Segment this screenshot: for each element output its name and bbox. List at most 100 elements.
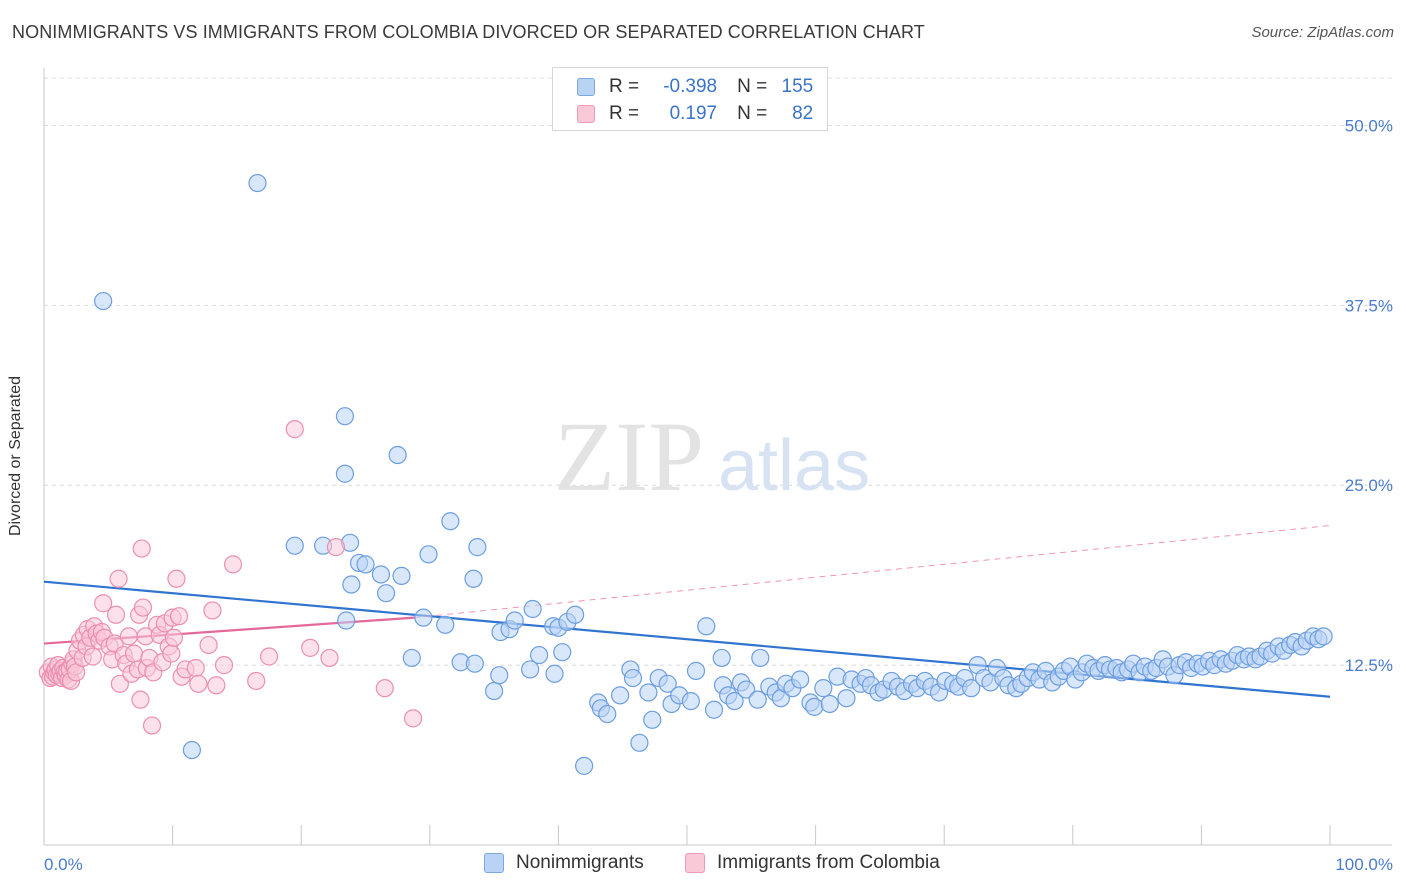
- immigrants-point: [119, 627, 138, 646]
- legend-r-value: 0.197: [669, 103, 718, 124]
- legend-n-value: 82: [792, 103, 814, 124]
- legend-r-value: -0.398: [663, 76, 718, 97]
- immigrants-point: [142, 716, 162, 735]
- nonimmigrants-point: [553, 643, 572, 662]
- nonimmigrants-point: [371, 565, 391, 584]
- nonimmigrants-points: [94, 173, 1333, 775]
- immigrants-point: [247, 671, 266, 691]
- immigrants-point: [199, 635, 218, 655]
- nonimmigrants-point: [643, 710, 662, 729]
- immigrants-point: [285, 420, 304, 439]
- watermark: ZIP atlas: [554, 401, 870, 512]
- immigrants-point: [133, 598, 153, 617]
- legend-item-immigrants: Immigrants from Colombia: [685, 852, 940, 874]
- nonimmigrants-point: [530, 645, 549, 665]
- nonimmigrants-point: [545, 664, 564, 683]
- immigrants-point: [167, 569, 186, 588]
- grid-lines: [44, 77, 1392, 666]
- legend-r-label: R =: [609, 76, 640, 97]
- nonimmigrants-point: [630, 733, 649, 752]
- nonimmigrants-point: [820, 694, 839, 714]
- immigrants-point: [375, 679, 394, 698]
- nonimmigrants-point: [751, 648, 770, 668]
- immigrants-point: [162, 644, 181, 663]
- chart-source: Source: ZipAtlas.com: [1251, 24, 1394, 41]
- immigrants-point: [326, 538, 346, 557]
- nonimmigrants-point: [342, 575, 361, 594]
- y-tick-label: 37.5%: [1345, 296, 1393, 315]
- nonimmigrants-point: [248, 173, 267, 193]
- nonimmigrants-point: [356, 555, 375, 574]
- nonimmigrants-point: [392, 566, 411, 586]
- nonimmigrants-point: [441, 512, 460, 531]
- nonimmigrants-point: [712, 648, 731, 668]
- immigrants-point: [320, 648, 339, 668]
- nonimmigrants-point: [639, 683, 658, 702]
- nonimmigrants-point: [523, 599, 542, 619]
- legend-swatch-pink: [685, 853, 705, 873]
- nonimmigrants-point: [704, 700, 724, 719]
- nonimmigrants-point: [376, 584, 396, 603]
- x-tick-label-max: 100.0%: [1335, 855, 1393, 874]
- immigrants-point: [132, 539, 151, 558]
- immigrants-point: [110, 674, 129, 693]
- chart-title: NONIMMIGRANTS VS IMMIGRANTS FROM COLOMBI…: [12, 22, 925, 42]
- legend-n-label: N =: [737, 76, 768, 97]
- immigrants-point: [301, 638, 320, 657]
- immigrants-points: [38, 420, 423, 735]
- correlation-legend: R = -0.398 N = 155 R = 0.197 N = 82: [552, 67, 828, 131]
- immigrants-point: [207, 676, 226, 695]
- nonimmigrants-point: [658, 674, 677, 693]
- nonimmigrants-point: [814, 679, 833, 698]
- nonimmigrants-point: [521, 660, 540, 679]
- nonimmigrants-point: [94, 291, 113, 311]
- y-tick-label: 50.0%: [1345, 116, 1393, 135]
- nonimmigrants-point: [697, 617, 716, 636]
- nonimmigrants-point: [468, 538, 487, 557]
- nonimmigrants-point: [505, 611, 524, 630]
- immigrants-point: [164, 628, 183, 647]
- nonimmigrants-point: [414, 608, 433, 627]
- nonimmigrants-point: [465, 654, 484, 673]
- legend-n-label: N =: [737, 103, 768, 124]
- immigrants-point: [124, 644, 144, 663]
- nonimmigrants-point: [182, 740, 201, 760]
- watermark-atlas: atlas: [718, 426, 870, 506]
- immigrants-point: [214, 656, 234, 675]
- nonimmigrants-point: [686, 661, 706, 680]
- legend-swatch-pink: [577, 105, 595, 123]
- nonimmigrants-point: [285, 536, 304, 555]
- nonimmigrants-point: [436, 615, 455, 634]
- nonimmigrants-point: [737, 680, 756, 699]
- immigrants-point: [131, 690, 150, 709]
- nonimmigrants-point: [419, 545, 438, 564]
- legend-swatch-blue: [484, 853, 504, 873]
- nonimmigrants-point: [725, 691, 744, 711]
- immigrants-point: [203, 601, 222, 620]
- legend-r-label: R =: [609, 103, 640, 124]
- nonimmigrants-point: [623, 668, 643, 688]
- legend-label-nonimmigrants: Nonimmigrants: [516, 852, 644, 873]
- immigrants-point: [403, 709, 423, 728]
- legend-item-nonimmigrants: Nonimmigrants: [484, 852, 644, 874]
- nonimmigrants-point: [490, 666, 509, 685]
- nonimmigrants-point: [681, 691, 700, 711]
- nonimmigrants-point: [805, 697, 824, 716]
- watermark-zip: ZIP: [554, 401, 704, 512]
- nonimmigrants-point: [485, 681, 504, 701]
- immigrants-point: [186, 658, 205, 678]
- x-tick-label-min: 0.0%: [44, 855, 83, 874]
- immigrants-point: [106, 605, 126, 624]
- immigrants-point: [189, 674, 208, 693]
- axes: [43, 68, 1392, 846]
- immigrants-point: [223, 555, 243, 574]
- nonimmigrants-point: [566, 605, 585, 624]
- x-tick-labels: 0.0% 100.0%: [44, 855, 1393, 874]
- immigrants-point: [94, 594, 113, 613]
- legend-row-immigrants: R = 0.197 N = 82: [553, 100, 813, 128]
- nonimmigrants-point: [388, 445, 407, 465]
- series-legend: Nonimmigrants Immigrants from Colombia: [0, 852, 1406, 876]
- immigrants-point: [109, 569, 128, 588]
- y-tick-label: 12.5%: [1345, 656, 1393, 675]
